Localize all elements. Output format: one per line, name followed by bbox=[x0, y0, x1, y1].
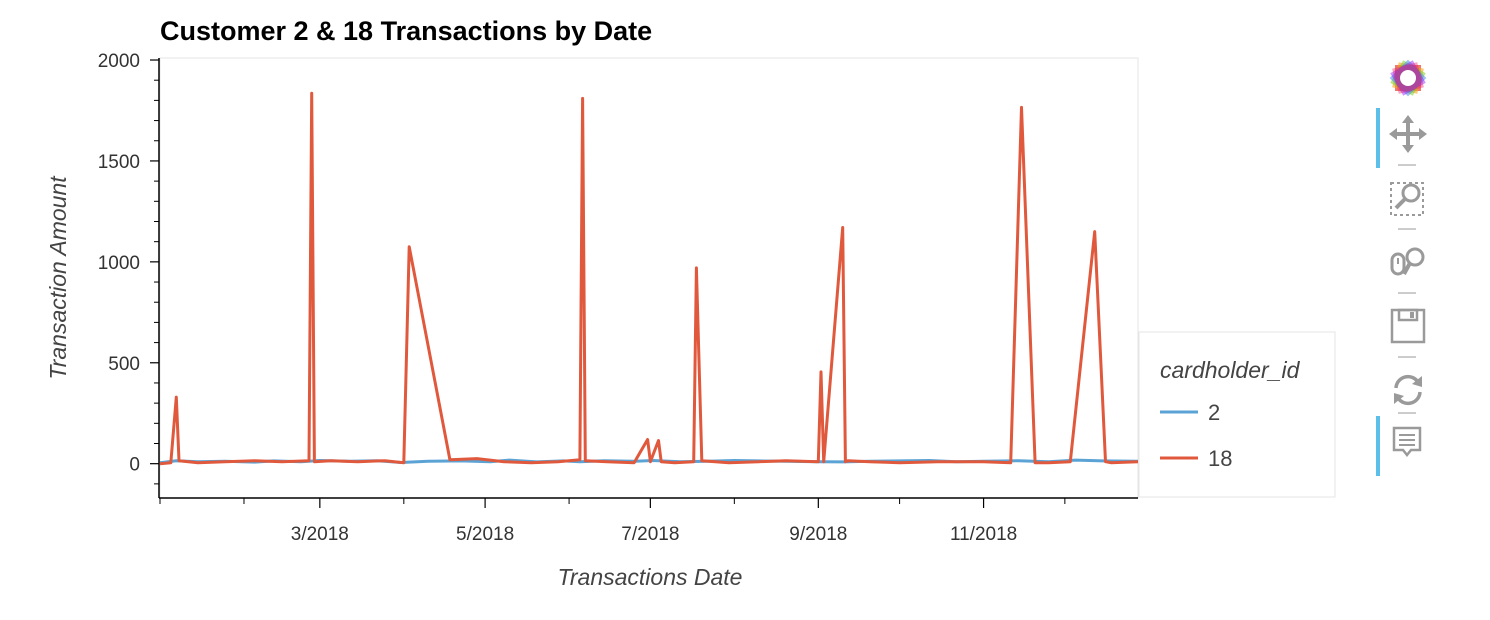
hover-tool[interactable] bbox=[1376, 416, 1436, 476]
save-icon bbox=[1390, 308, 1426, 344]
hover-icon bbox=[1392, 426, 1422, 458]
toolbar-separator bbox=[1398, 292, 1416, 294]
x-axis: 3/2018 5/2018 7/2018 9/2018 11/2018 bbox=[159, 498, 1066, 545]
series-layer bbox=[159, 91, 1139, 466]
x-tick-label: 11/2018 bbox=[950, 524, 1017, 545]
y-tick-label: 500 bbox=[108, 354, 140, 375]
series-line-18[interactable] bbox=[159, 91, 1139, 466]
bokeh-logo[interactable] bbox=[1376, 52, 1436, 100]
plot-area[interactable] bbox=[159, 57, 1139, 499]
legend-label-18[interactable]: 18 bbox=[1208, 446, 1232, 471]
bokeh-logo-icon bbox=[1389, 59, 1427, 97]
wheel-zoom-icon bbox=[1390, 247, 1425, 276]
reset-icon bbox=[1394, 374, 1422, 406]
legend-title: cardholder_id bbox=[1160, 357, 1301, 383]
toolbar-separator bbox=[1398, 356, 1416, 358]
legend: cardholder_id 2 18 bbox=[1138, 331, 1336, 498]
legend-label-2[interactable]: 2 bbox=[1208, 400, 1220, 425]
toolbar bbox=[1376, 52, 1436, 492]
reset-tool[interactable] bbox=[1376, 364, 1436, 412]
x-axis-label: Transactions Date bbox=[558, 564, 743, 590]
y-tick-label: 1000 bbox=[98, 253, 140, 274]
x-tick-label: 3/2018 bbox=[291, 524, 349, 545]
y-axis: 0 500 1000 1500 2000 bbox=[98, 51, 159, 485]
pan-icon bbox=[1389, 115, 1427, 153]
save-tool[interactable] bbox=[1376, 300, 1436, 348]
pan-tool[interactable] bbox=[1376, 108, 1436, 168]
y-axis-label: Transaction Amount bbox=[45, 175, 71, 380]
toolbar-separator bbox=[1398, 164, 1416, 166]
chart-title: Customer 2 & 18 Transactions by Date bbox=[160, 16, 652, 46]
legend-box bbox=[1138, 331, 1336, 498]
y-tick-label: 2000 bbox=[98, 51, 140, 72]
box-zoom-icon bbox=[1390, 182, 1424, 216]
box-zoom-tool[interactable] bbox=[1376, 172, 1436, 220]
x-tick-label: 9/2018 bbox=[789, 524, 847, 545]
toolbar-separator bbox=[1398, 412, 1416, 414]
toolbar-separator bbox=[1398, 228, 1416, 230]
wheel-zoom-tool[interactable] bbox=[1376, 236, 1436, 284]
x-tick-label: 7/2018 bbox=[621, 524, 679, 545]
x-tick-label: 5/2018 bbox=[456, 524, 514, 545]
y-tick-label: 0 bbox=[129, 455, 140, 476]
y-tick-label: 1500 bbox=[98, 152, 140, 173]
